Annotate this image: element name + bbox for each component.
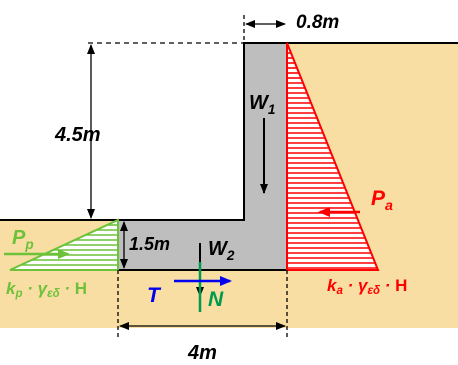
normal-reaction-label: N [208,288,224,311]
w2-label: W2 [208,238,235,263]
passive-pressure-formula: kp · γεδ · H [6,279,87,300]
base-width-label: 4m [187,342,217,364]
top-thickness-label: 0.8m [296,12,339,33]
passive-pressure-diagram [9,218,119,271]
w1-label: W1 [249,92,275,117]
wall-height-label: 4.5m [54,124,101,146]
passive-force-label: Pp [12,227,34,252]
friction-force-label: T [147,284,162,307]
active-pressure-formula: ka · γεδ · H [327,276,407,297]
footing-thickness-label: 1.5m [129,234,170,254]
active-force-label: Pa [371,187,393,214]
